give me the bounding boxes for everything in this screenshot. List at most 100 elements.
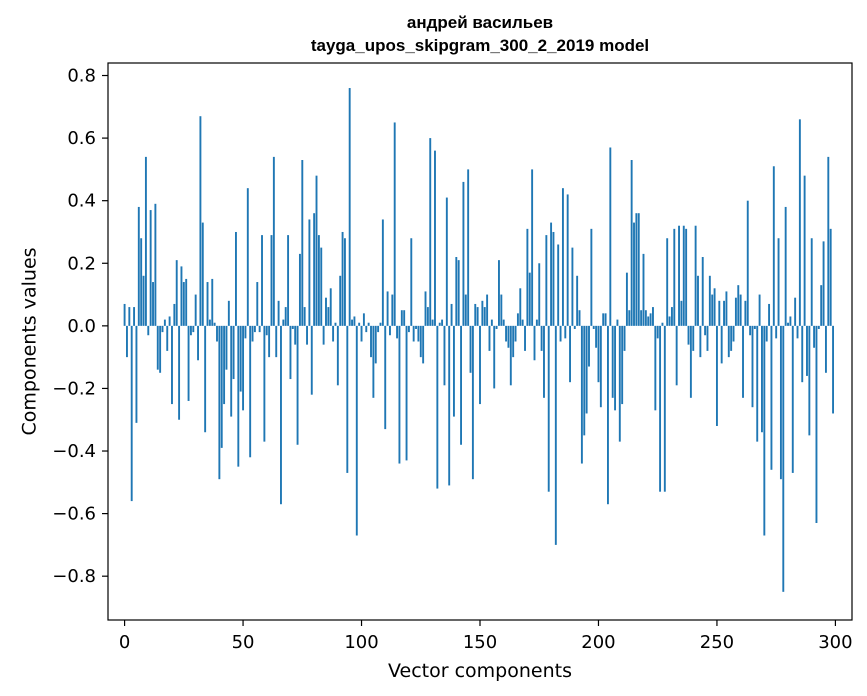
bar-183 xyxy=(557,244,560,326)
bar-184 xyxy=(559,325,562,342)
bar-192 xyxy=(578,310,581,326)
bar-230 xyxy=(668,316,671,326)
bar-268 xyxy=(758,294,761,326)
bar-82 xyxy=(317,235,320,326)
bar-172 xyxy=(531,169,534,326)
bar-225 xyxy=(656,325,659,339)
bar-160 xyxy=(502,319,505,326)
bar-129 xyxy=(429,138,432,326)
bar-64 xyxy=(275,325,278,358)
bar-136 xyxy=(445,197,448,326)
bar-38 xyxy=(213,322,216,326)
y-tick-label: −0.4 xyxy=(52,441,96,462)
bar-87 xyxy=(329,288,332,326)
bar-130 xyxy=(431,319,434,326)
y-axis-ticks: −0.8 −0.6 −0.4 −0.2 0.0 0.2 0.4 0.6 0.8 xyxy=(52,66,108,587)
bar-229 xyxy=(666,238,669,326)
bar-281 xyxy=(789,316,792,326)
bar-196 xyxy=(588,325,590,367)
bar-271 xyxy=(765,325,768,342)
bar-71 xyxy=(291,325,294,329)
bar-209 xyxy=(618,325,621,442)
bar-198 xyxy=(592,325,595,329)
bar-245 xyxy=(704,325,707,336)
bar-168 xyxy=(521,319,524,326)
bar-247 xyxy=(708,275,711,326)
bar-94 xyxy=(346,325,349,473)
bar-292 xyxy=(815,325,818,523)
bar-163 xyxy=(509,325,512,386)
bar-211 xyxy=(623,325,626,351)
bar-199 xyxy=(595,325,598,348)
bar-269 xyxy=(761,325,763,433)
bar-220 xyxy=(644,310,647,326)
bar-152 xyxy=(483,307,486,326)
bar-68 xyxy=(284,307,287,326)
bar-4 xyxy=(133,307,136,326)
bar-157 xyxy=(495,325,498,329)
bar-23 xyxy=(178,325,181,420)
bar-141 xyxy=(457,260,460,326)
bar-41 xyxy=(220,325,223,448)
bar-107 xyxy=(377,325,380,333)
bar-0 xyxy=(123,303,126,326)
bar-132 xyxy=(436,325,439,489)
bar-263 xyxy=(746,200,749,326)
bar-285 xyxy=(798,119,801,326)
x-tick-label: 50 xyxy=(232,632,255,653)
bar-148 xyxy=(474,303,477,326)
bar-121 xyxy=(410,238,413,326)
bar-54 xyxy=(251,325,254,342)
bar-223 xyxy=(652,307,654,326)
x-tick-label: 300 xyxy=(818,632,852,653)
bar-9 xyxy=(144,156,147,326)
bar-115 xyxy=(396,325,399,339)
bar-95 xyxy=(348,88,351,326)
bar-17 xyxy=(163,319,166,326)
bars-group xyxy=(123,88,834,592)
bar-197 xyxy=(590,228,593,326)
bar-122 xyxy=(412,325,415,342)
bar-105 xyxy=(372,325,375,398)
bar-62 xyxy=(270,235,273,326)
y-tick-label: 0.0 xyxy=(67,316,96,337)
bar-126 xyxy=(422,325,425,364)
y-tick-label: −0.2 xyxy=(52,378,96,399)
bar-75 xyxy=(301,160,304,326)
bar-277 xyxy=(779,325,782,480)
bar-111 xyxy=(386,291,389,326)
bar-257 xyxy=(732,325,735,342)
bar-202 xyxy=(602,313,605,326)
bar-231 xyxy=(670,307,673,326)
bar-167 xyxy=(519,288,522,326)
bar-293 xyxy=(817,325,820,329)
bar-239 xyxy=(689,325,692,398)
bar-21 xyxy=(173,303,176,326)
bar-56 xyxy=(256,282,259,326)
bar-296 xyxy=(824,325,827,373)
bar-273 xyxy=(770,325,773,470)
chart-title: андрей васильев xyxy=(407,13,553,32)
bar-142 xyxy=(460,325,462,445)
bar-114 xyxy=(393,122,396,326)
bar-287 xyxy=(803,175,806,326)
bar-99 xyxy=(358,322,361,326)
bar-118 xyxy=(403,310,406,326)
bar-93 xyxy=(343,238,346,326)
bar-299 xyxy=(832,325,834,414)
bar-232 xyxy=(673,228,676,326)
bar-116 xyxy=(398,325,401,464)
bar-67 xyxy=(282,319,285,326)
bar-81 xyxy=(315,175,318,326)
bar-283 xyxy=(794,297,797,326)
bar-59 xyxy=(263,325,266,442)
bar-77 xyxy=(306,325,308,345)
bar-60 xyxy=(265,325,268,336)
bar-53 xyxy=(249,325,252,458)
bar-212 xyxy=(625,272,628,326)
bar-194 xyxy=(583,325,586,436)
bar-88 xyxy=(332,325,335,342)
bar-253 xyxy=(723,300,725,326)
bar-47 xyxy=(235,231,237,326)
bar-174 xyxy=(535,319,538,326)
